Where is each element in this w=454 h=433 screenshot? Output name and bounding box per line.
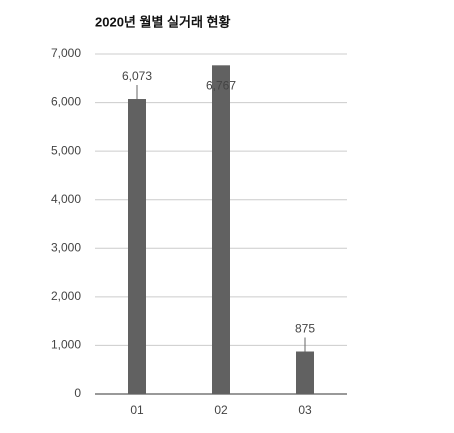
chart-title: 2020년 월별 실거래 현황 [95,14,230,29]
x-tick-label: 01 [130,403,144,417]
bar [128,99,146,395]
bar [212,65,230,395]
bar [296,351,314,394]
y-tick-label: 7,000 [51,46,81,60]
y-tick-label: 0 [74,386,81,400]
y-tick-label: 5,000 [51,143,81,157]
value-label: 875 [295,322,315,336]
y-tick-label: 4,000 [51,192,81,206]
y-tick-label: 1,000 [51,338,81,352]
x-tick-label: 02 [214,403,228,417]
y-tick-label: 3,000 [51,240,81,254]
y-tick-label: 2,000 [51,289,81,303]
y-tick-label: 6,000 [51,95,81,109]
value-label: 6,767 [206,78,236,92]
x-tick-label: 03 [298,403,312,417]
value-label: 6,073 [122,69,152,83]
